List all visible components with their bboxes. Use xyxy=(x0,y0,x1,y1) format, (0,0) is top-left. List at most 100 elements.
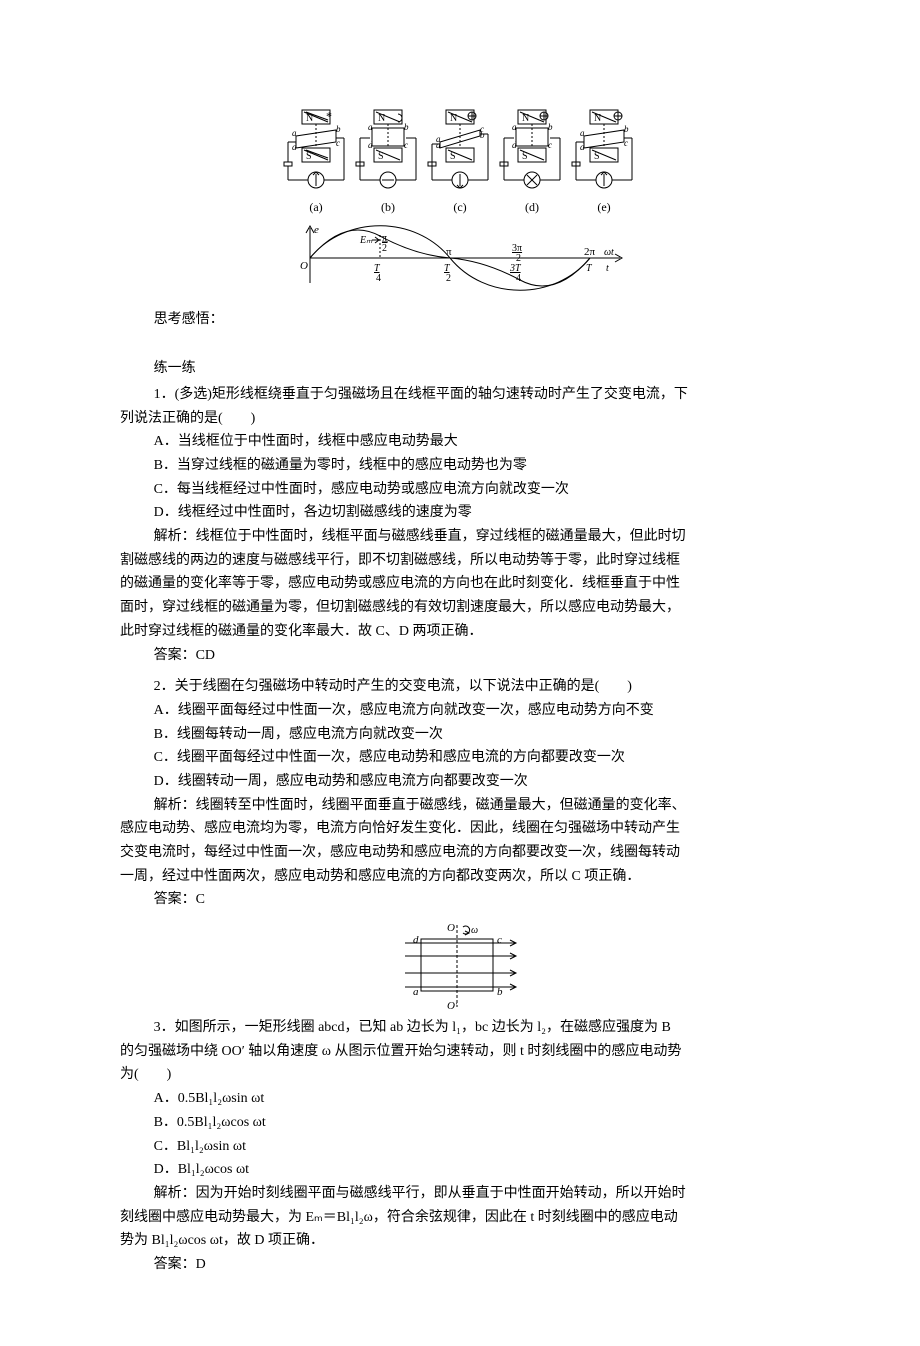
q3-stem-l2: 的匀强磁场中绕 OO′ 轴以角速度 ω 从图示位置开始匀速转动，则 t 时刻线圈… xyxy=(120,1041,800,1063)
svg-text:O′: O′ xyxy=(447,1000,458,1011)
q3-option-c: C．Bl₁l₂ωsin ωt xyxy=(120,1136,800,1158)
document-page: N S a b c d * (a) xyxy=(0,0,920,1346)
svg-text:a: a xyxy=(368,122,373,132)
q3-option-d: D．Bl₁l₂ωcos ωt xyxy=(120,1159,800,1181)
q2-option-b: B．线圈每转动一周，感应电流方向就改变一次 xyxy=(120,724,800,746)
svg-text:t: t xyxy=(606,263,609,274)
coil-svg: O ω d c a b O′ xyxy=(385,921,535,1011)
q3-explain-l3: 势为 Bl₁l₂ωcos ωt，故 D 项正确． xyxy=(120,1230,800,1252)
svg-text:b: b xyxy=(480,130,485,140)
svg-text:d: d xyxy=(413,934,419,946)
svg-text:N: N xyxy=(594,113,601,124)
q3-explain-l2: 刻线圈中感应电动势最大，为 Eₘ＝Bl₁l₂ω，符合余弦规律，因此在 t 时刻线… xyxy=(120,1207,800,1229)
q1-option-d: D．线框经过中性面时，各边切割磁感线的速度为零 xyxy=(120,502,800,524)
gen-label-a: (a) xyxy=(282,198,350,217)
svg-text:d: d xyxy=(368,140,373,150)
generator-c-svg: N S d c b a xyxy=(426,108,494,198)
mag-n: N xyxy=(306,113,313,124)
svg-text:T: T xyxy=(586,263,593,274)
generator-b: N S a b c d (b) xyxy=(354,108,422,217)
generator-a: N S a b c d * (a) xyxy=(282,108,350,217)
q1-explain-l2: 割磁感线的两边的速度与磁感线平行，即不切割磁感线，所以电动势等于零，此时穿过线框 xyxy=(120,550,800,572)
svg-text:O: O xyxy=(300,260,308,272)
q1-explain-l3: 的磁通量的变化率等于零，感应电动势或感应电流的方向也在此时刻变化．线框垂直于中性 xyxy=(120,573,800,595)
q2-explain-l4: 一周，经过中性面两次，感应电动势和感应电流的方向都改变两次，所以 C 项正确． xyxy=(120,866,800,888)
q1-explain-l1: 解析：线框位于中性面时，线框平面与磁感线垂直，穿过线框的磁通量最大，但此时切 xyxy=(120,526,800,548)
q1-answer: 答案：CD xyxy=(120,645,800,667)
svg-text:c: c xyxy=(624,138,628,148)
svg-text:c: c xyxy=(548,140,552,150)
q1-option-b: B．当穿过线框的磁通量为零时，线框中的感应电动势也为零 xyxy=(120,455,800,477)
q3-explain-l1: 解析：因为开始时刻线圈平面与磁感线平行，即从垂直于中性面开始转动，所以开始时 xyxy=(120,1183,800,1205)
svg-text:ωt: ωt xyxy=(604,247,614,258)
svg-text:e: e xyxy=(314,224,319,236)
q2-stem: 2．关于线圈在匀强磁场中转动时产生的交变电流，以下说法中正确的是( ) xyxy=(120,676,800,698)
svg-text:2π: 2π xyxy=(584,246,596,258)
q3-option-a: A．0.5Bl₁l₂ωsin ωt xyxy=(120,1088,800,1110)
practice-heading: 练一练 xyxy=(120,358,800,380)
coil-figure: O ω d c a b O′ xyxy=(120,921,800,1011)
gen-label-b: (b) xyxy=(354,198,422,217)
svg-text:d: d xyxy=(580,142,585,152)
mag-s: S xyxy=(306,151,312,162)
q1-stem-line1: 1．(多选)矩形线框绕垂直于匀强磁场且在线框平面的轴匀速转动时产生了交变电流，下 xyxy=(120,384,800,406)
svg-text:d: d xyxy=(292,142,297,152)
svg-text:b: b xyxy=(404,122,409,132)
generator-e: N S a b c d (e) xyxy=(570,108,638,217)
svg-text:N: N xyxy=(450,113,457,124)
q1-explain-l4: 面时，穿过线框的磁通量为零，但切割磁感线的有效切割速度最大，所以感应电动势最大， xyxy=(120,597,800,619)
q3-answer: 答案：D xyxy=(120,1254,800,1276)
generator-c: N S d c b a (c) xyxy=(426,108,494,217)
svg-text:a: a xyxy=(436,134,441,144)
generator-figure-row: N S a b c d * (a) xyxy=(120,108,800,217)
q2-explain-l1: 解析：线圈转至中性面时，线圈平面垂直于磁感线，磁通量最大，但磁通量的变化率、 xyxy=(120,795,800,817)
svg-text:a: a xyxy=(413,986,419,998)
q1-option-a: A．当线框位于中性面时，线框中感应电动势最大 xyxy=(120,431,800,453)
svg-text:π: π xyxy=(446,246,452,258)
svg-text:4: 4 xyxy=(516,273,521,284)
svg-text:b: b xyxy=(497,986,503,998)
generator-e-svg: N S a b c d xyxy=(570,108,638,198)
svg-text:a: a xyxy=(580,128,585,138)
svg-text:S: S xyxy=(378,151,384,162)
svg-text:ω: ω xyxy=(471,925,478,936)
svg-text:N: N xyxy=(378,113,385,124)
q3-option-b: B．0.5Bl₁l₂ωcos ωt xyxy=(120,1112,800,1134)
sine-chart: e O Eₘ π 2 π 3π 2 2π ωt T 4 T 2 3T 4 T t xyxy=(120,223,800,293)
svg-text:b: b xyxy=(336,124,341,134)
sikao-heading: 思考感悟： xyxy=(120,309,800,331)
svg-text:b: b xyxy=(624,124,629,134)
svg-text:2: 2 xyxy=(382,243,387,254)
q2-option-a: A．线圈平面每经过中性面一次，感应电流方向就改变一次，感应电动势方向不变 xyxy=(120,700,800,722)
svg-text:N: N xyxy=(522,113,529,124)
svg-text:S: S xyxy=(522,151,528,162)
gen-label-d: (d) xyxy=(498,198,566,217)
svg-text:*: * xyxy=(326,109,332,123)
svg-text:c: c xyxy=(404,140,408,150)
generator-d-svg: N S a b c d xyxy=(498,108,566,198)
q2-explain-l3: 交变电流时，每经过中性面一次，感应电动势和感应电流的方向都要改变一次，线圈每转动 xyxy=(120,842,800,864)
gen-label-e: (e) xyxy=(570,198,638,217)
q2-answer: 答案：C xyxy=(120,889,800,911)
svg-text:2: 2 xyxy=(446,273,451,284)
svg-text:O: O xyxy=(447,922,455,934)
svg-text:S: S xyxy=(450,151,456,162)
svg-text:d: d xyxy=(512,140,517,150)
q2-option-d: D．线圈转动一周，感应电动势和感应电流方向都要改变一次 xyxy=(120,771,800,793)
svg-text:c: c xyxy=(497,934,502,946)
q3-stem-l3: 为( ) xyxy=(120,1064,800,1086)
svg-text:a: a xyxy=(512,122,517,132)
q2-explain-l2: 感应电动势、感应电流均为零，电流方向恰好发生变化．因此，线圈在匀强磁场中转动产生 xyxy=(120,818,800,840)
gen-label-c: (c) xyxy=(426,198,494,217)
q1-option-c: C．每当线框经过中性面时，感应电动势或感应电流方向就改变一次 xyxy=(120,479,800,501)
generator-a-svg: N S a b c d * xyxy=(282,108,350,198)
svg-text:c: c xyxy=(336,138,340,148)
svg-text:4: 4 xyxy=(376,273,381,284)
sine-chart-svg: e O Eₘ π 2 π 3π 2 2π ωt T 4 T 2 3T 4 T t xyxy=(290,223,630,293)
q1-explain-l5: 此时穿过线框的磁通量的变化率最大．故 C、D 两项正确． xyxy=(120,621,800,643)
svg-text:Eₘ: Eₘ xyxy=(359,235,373,246)
svg-text:a: a xyxy=(292,128,297,138)
svg-text:S: S xyxy=(594,151,600,162)
q1-stem-line2: 列说法正确的是( ) xyxy=(120,408,800,430)
svg-text:b: b xyxy=(548,122,553,132)
